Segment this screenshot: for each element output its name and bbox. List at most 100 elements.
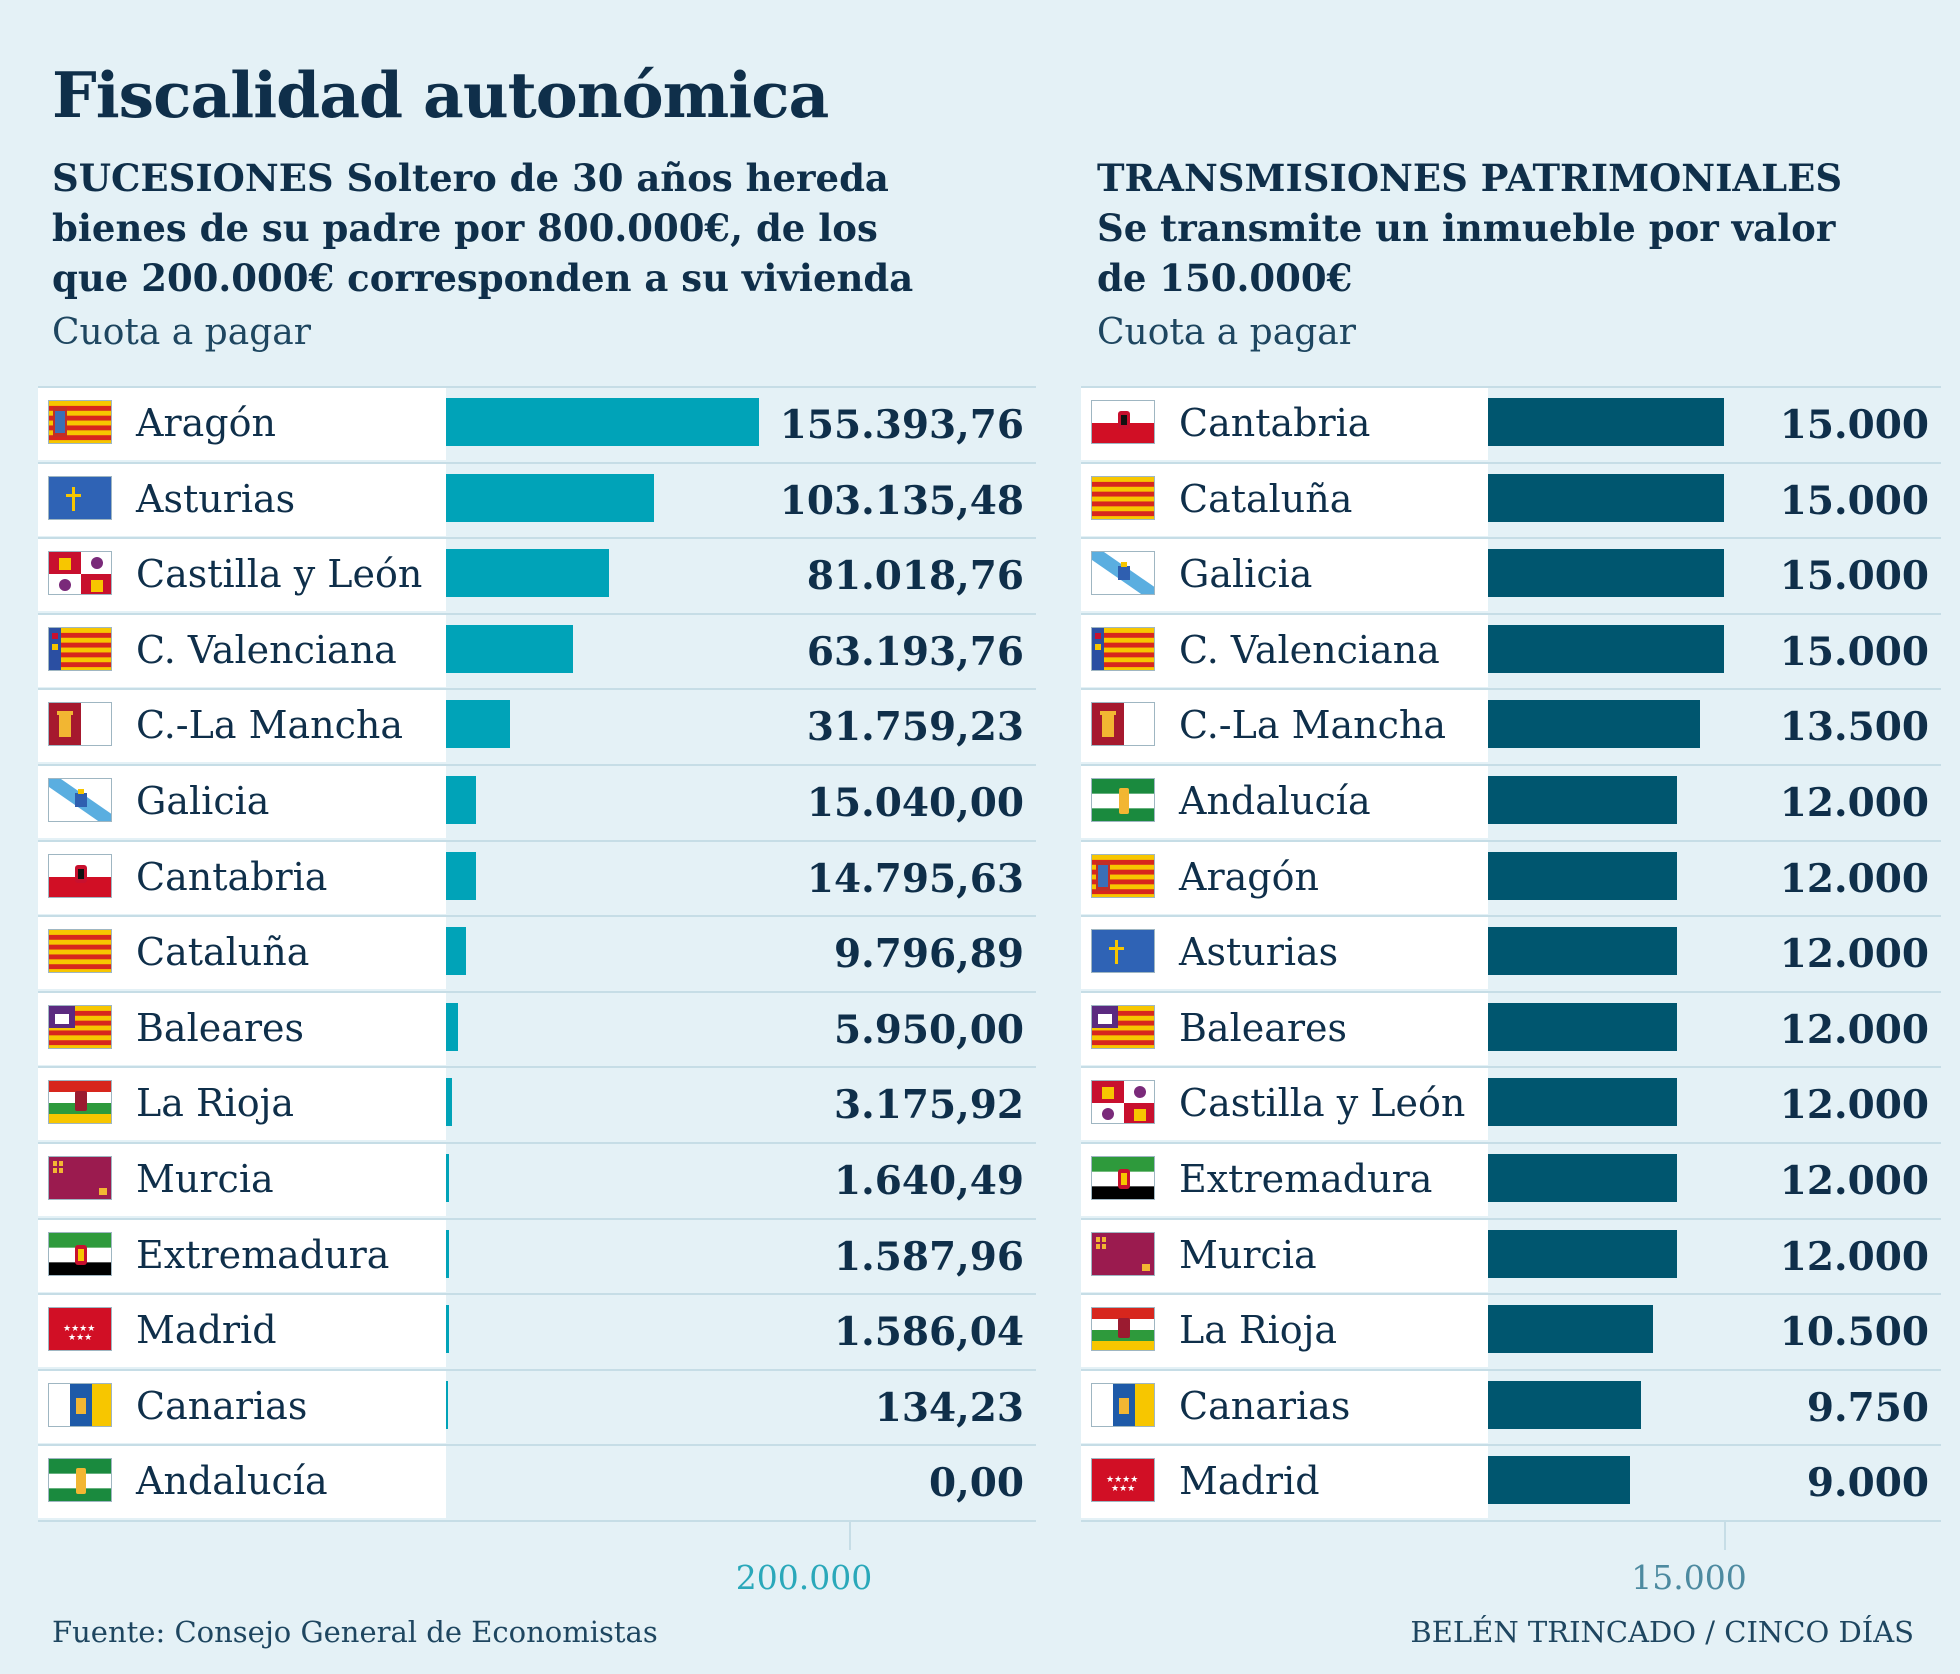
left-value-label: 81.018,76: [806, 553, 1024, 600]
right-baseline: [1081, 1520, 1941, 1522]
flag-valenciana-icon: [48, 626, 112, 671]
region-name: C.-La Mancha: [1179, 703, 1447, 748]
flag-andalucia-icon: [1091, 778, 1155, 822]
right-bar: [1488, 1078, 1677, 1127]
left-table-row: Canarias 134,23: [38, 1368, 1036, 1443]
right-bar: [1488, 1154, 1677, 1202]
flag-baleares-icon: [1091, 1004, 1155, 1049]
left-value-label: 1.586,04: [834, 1309, 1024, 1356]
flag-la-mancha-icon: [48, 702, 112, 747]
flag-asturias-icon: [1091, 929, 1155, 974]
region-name: Murcia: [136, 1157, 274, 1201]
flag-aragon-icon: [1091, 853, 1155, 898]
right-value-label: 9.750: [1806, 1384, 1929, 1431]
right-bar: [1488, 473, 1724, 522]
svg-text:★★★: ★★★: [68, 1333, 92, 1343]
right-table-row: Canarias 9.750: [1081, 1368, 1941, 1443]
flag-cantabria-icon: [1091, 400, 1155, 444]
left-axis-tick: [849, 1520, 851, 1550]
right-value-label: 15.000: [1779, 402, 1929, 448]
region-name: Asturias: [136, 476, 296, 521]
right-subtitle-line: Se transmite un inmueble por valor: [1097, 206, 1836, 250]
right-table-row: Extremadura 12.000: [1081, 1142, 1941, 1216]
left-value-label: 1.640,49: [834, 1158, 1024, 1204]
left-table-row: Asturias 103.135,48: [38, 461, 1036, 536]
right-value-label: 12.000: [1779, 855, 1929, 902]
flag-galicia-icon: [48, 778, 112, 822]
flag-cataluna-icon: [1091, 475, 1155, 520]
left-subtitle: SUCESIONES Soltero de 30 años hereda bie…: [52, 153, 913, 303]
right-bar: [1488, 1456, 1630, 1505]
svg-text:★★★★: ★★★★: [63, 1324, 95, 1334]
right-table-row: Cantabria 15.000: [1081, 386, 1941, 460]
right-value-label: 15.000: [1779, 628, 1929, 675]
svg-text:★★★: ★★★: [1111, 1484, 1135, 1494]
right-axis-label: Cuota a pagar: [1097, 312, 1356, 353]
region-name: Baleares: [136, 1005, 305, 1050]
right-value-label: 15.000: [1779, 477, 1929, 524]
svg-text:★★★★: ★★★★: [1106, 1475, 1138, 1485]
right-table-row: Galicia 15.000: [1081, 537, 1941, 612]
region-name: Madrid: [136, 1308, 277, 1353]
region-name: Andalucía: [136, 1459, 328, 1504]
region-name: Cantabria: [136, 854, 328, 899]
region-name: Andalucía: [1179, 779, 1371, 823]
region-name: Extremadura: [1179, 1157, 1433, 1201]
flag-la-mancha-icon: [1091, 702, 1155, 747]
flag-andalucia-icon: [48, 1458, 112, 1503]
left-bar: [446, 776, 477, 824]
region-name: Cataluña: [136, 930, 310, 975]
region-name: Galicia: [1179, 552, 1313, 597]
flag-madrid-icon: ★★★★ ★★★: [1091, 1458, 1155, 1503]
right-table-row: Andalucía 12.000: [1081, 764, 1941, 838]
right-table-row: Aragón 12.000: [1081, 839, 1941, 914]
flag-madrid-icon: ★★★★ ★★★: [48, 1307, 112, 1352]
right-table-row: Castilla y León 12.000: [1081, 1066, 1941, 1141]
right-value-label: 15.000: [1779, 553, 1929, 600]
left-table-row: Aragón 155.393,76: [38, 386, 1036, 460]
flag-canarias-icon: [1091, 1382, 1155, 1427]
right-value-label: 10.500: [1779, 1309, 1929, 1356]
region-name: Castilla y León: [1179, 1081, 1466, 1126]
left-value-label: 14.795,63: [806, 855, 1024, 902]
credit-note: BELÉN TRINCADO / CINCO DÍAS: [1410, 1615, 1914, 1649]
right-bar: [1488, 1002, 1677, 1051]
right-table-row: ★★★★ ★★★ Madrid 9.000: [1081, 1444, 1941, 1519]
region-name: Aragón: [1179, 854, 1319, 899]
right-table-row: La Rioja 10.500: [1081, 1293, 1941, 1368]
region-name: Murcia: [1179, 1232, 1317, 1277]
left-table-row: C.-La Mancha 31.759,23: [38, 688, 1036, 763]
right-tick-label: 15.000: [1631, 1558, 1747, 1597]
region-name: Baleares: [1179, 1005, 1348, 1050]
left-table-row: Galicia 15.040,00: [38, 764, 1036, 838]
left-table-row: C. Valenciana 63.193,76: [38, 612, 1036, 687]
left-value-label: 15.040,00: [806, 780, 1024, 826]
flag-castilla-leon-icon: [48, 551, 112, 596]
right-subtitle-line: TRANSMISIONES PATRIMONIALES: [1097, 156, 1843, 200]
region-name: La Rioja: [136, 1081, 295, 1126]
right-value-label: 13.500: [1779, 704, 1929, 751]
left-baseline: [38, 1520, 1036, 1522]
page-title: Fiscalidad autonómica: [52, 58, 829, 132]
right-axis-tick: [1724, 1520, 1726, 1550]
flag-aragon-icon: [48, 400, 112, 444]
region-name: Extremadura: [136, 1232, 390, 1277]
left-value-label: 1.587,96: [834, 1233, 1024, 1280]
right-bar: [1488, 624, 1724, 673]
region-name: Canarias: [1179, 1383, 1351, 1428]
right-bar: [1488, 549, 1724, 598]
right-bar: [1488, 398, 1724, 446]
left-table-row: La Rioja 3.175,92: [38, 1066, 1036, 1141]
flag-canarias-icon: [48, 1382, 112, 1427]
left-value-label: 155.393,76: [779, 402, 1024, 448]
left-table-row: ★★★★ ★★★ Madrid 1.586,04: [38, 1293, 1036, 1368]
left-bar: [446, 1229, 450, 1278]
region-name: C. Valenciana: [136, 627, 397, 672]
left-bar: [446, 473, 654, 522]
left-bar: [446, 1002, 458, 1051]
flag-asturias-icon: [48, 475, 112, 520]
flag-cataluna-icon: [48, 929, 112, 974]
left-bar: [446, 851, 476, 900]
source-note: Fuente: Consejo General de Economistas: [52, 1615, 658, 1649]
region-name: Canarias: [136, 1383, 308, 1428]
